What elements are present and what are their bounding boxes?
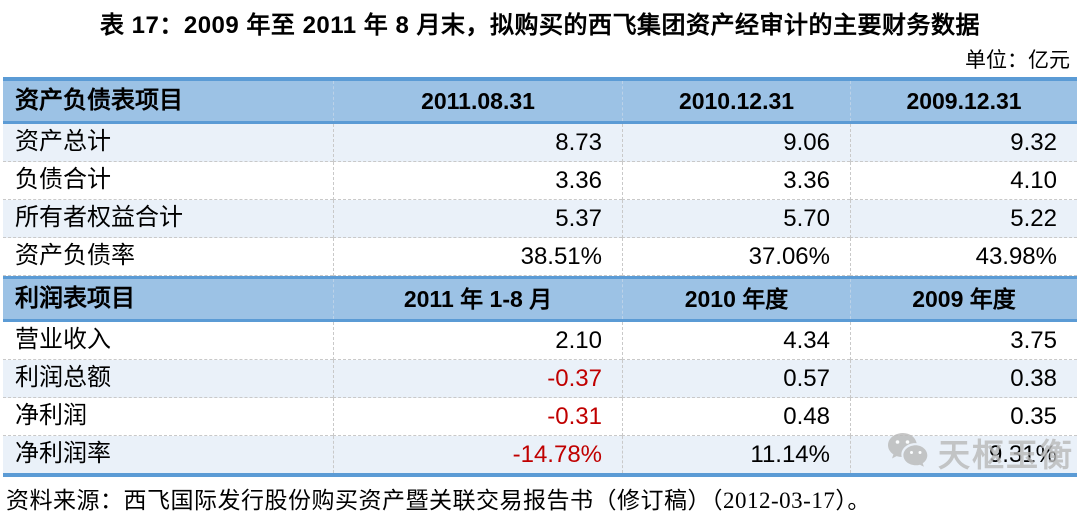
column-header: 2011 年 1-8 月: [333, 279, 622, 319]
source-note: 资料来源：西飞国际发行股份购买资产暨关联交易报告书（修订稿）（2012-03-1…: [6, 488, 871, 513]
value-cell: 3.75: [850, 322, 1077, 360]
value-cell: 43.98%: [850, 238, 1077, 276]
value-cell: 4.10: [850, 162, 1077, 200]
value-cell: 5.22: [850, 200, 1077, 238]
value-cell: 9.31%: [850, 436, 1077, 473]
value-cell: 0.48: [622, 398, 850, 436]
unit-label: 单位：亿元: [965, 48, 1070, 72]
row-label: 负债合计: [3, 162, 333, 200]
value-cell: 38.51%: [333, 238, 622, 276]
column-header: 2009.12.31: [850, 81, 1077, 121]
table-row: 利润总额 -0.37 0.57 0.38: [3, 360, 1077, 398]
column-header: 2009 年度: [850, 279, 1077, 319]
income-statement-header-row: 利润表项目 2011 年 1-8 月 2010 年度 2009 年度: [3, 276, 1077, 322]
value-cell: 5.70: [622, 200, 850, 238]
value-cell: 11.14%: [622, 436, 850, 473]
value-cell: 9.32: [850, 124, 1077, 162]
value-cell: -0.37: [333, 360, 622, 398]
value-cell: -0.31: [333, 398, 622, 436]
column-header: 2010.12.31: [622, 81, 850, 121]
balance-sheet-header-row: 资产负债表项目 2011.08.31 2010.12.31 2009.12.31: [3, 81, 1077, 124]
row-label: 所有者权益合计: [3, 200, 333, 238]
row-label: 利润总额: [3, 360, 333, 398]
row-label: 资产负债率: [3, 238, 333, 276]
value-cell: 5.37: [333, 200, 622, 238]
column-header: 利润表项目: [15, 286, 135, 312]
value-cell: 8.73: [333, 124, 622, 162]
financial-table: 资产负债表项目 2011.08.31 2010.12.31 2009.12.31…: [3, 77, 1077, 477]
value-cell: 3.36: [333, 162, 622, 200]
row-label: 营业收入: [3, 322, 333, 360]
value-cell: 0.57: [622, 360, 850, 398]
table-row: 资产负债率 38.51% 37.06% 43.98%: [3, 238, 1077, 276]
table-row: 所有者权益合计 5.37 5.70 5.22: [3, 200, 1077, 238]
value-cell: 9.06: [622, 124, 850, 162]
value-cell: -14.78%: [333, 436, 622, 473]
value-cell: 2.10: [333, 322, 622, 360]
value-cell: 4.34: [622, 322, 850, 360]
table-row: 净利润 -0.31 0.48 0.35: [3, 398, 1077, 436]
table-row: 资产总计 8.73 9.06 9.32: [3, 124, 1077, 162]
column-header: 资产负债表项目: [15, 88, 183, 114]
value-cell: 37.06%: [622, 238, 850, 276]
value-cell: 0.38: [850, 360, 1077, 398]
table-row: 营业收入 2.10 4.34 3.75: [3, 322, 1077, 360]
table-row: 负债合计 3.36 3.36 4.10: [3, 162, 1077, 200]
value-cell: 3.36: [622, 162, 850, 200]
row-label: 资产总计: [3, 124, 333, 162]
column-header: 2010 年度: [622, 279, 850, 319]
table-row: 净利润率 -14.78% 11.14% 9.31%: [3, 436, 1077, 473]
value-cell: 0.35: [850, 398, 1077, 436]
row-label: 净利润: [3, 398, 333, 436]
column-header: 2011.08.31: [333, 81, 622, 121]
row-label: 净利润率: [15, 441, 111, 467]
table-title: 表 17：2009 年至 2011 年 8 月末，拟购买的西飞集团资产经审计的主…: [99, 12, 980, 39]
